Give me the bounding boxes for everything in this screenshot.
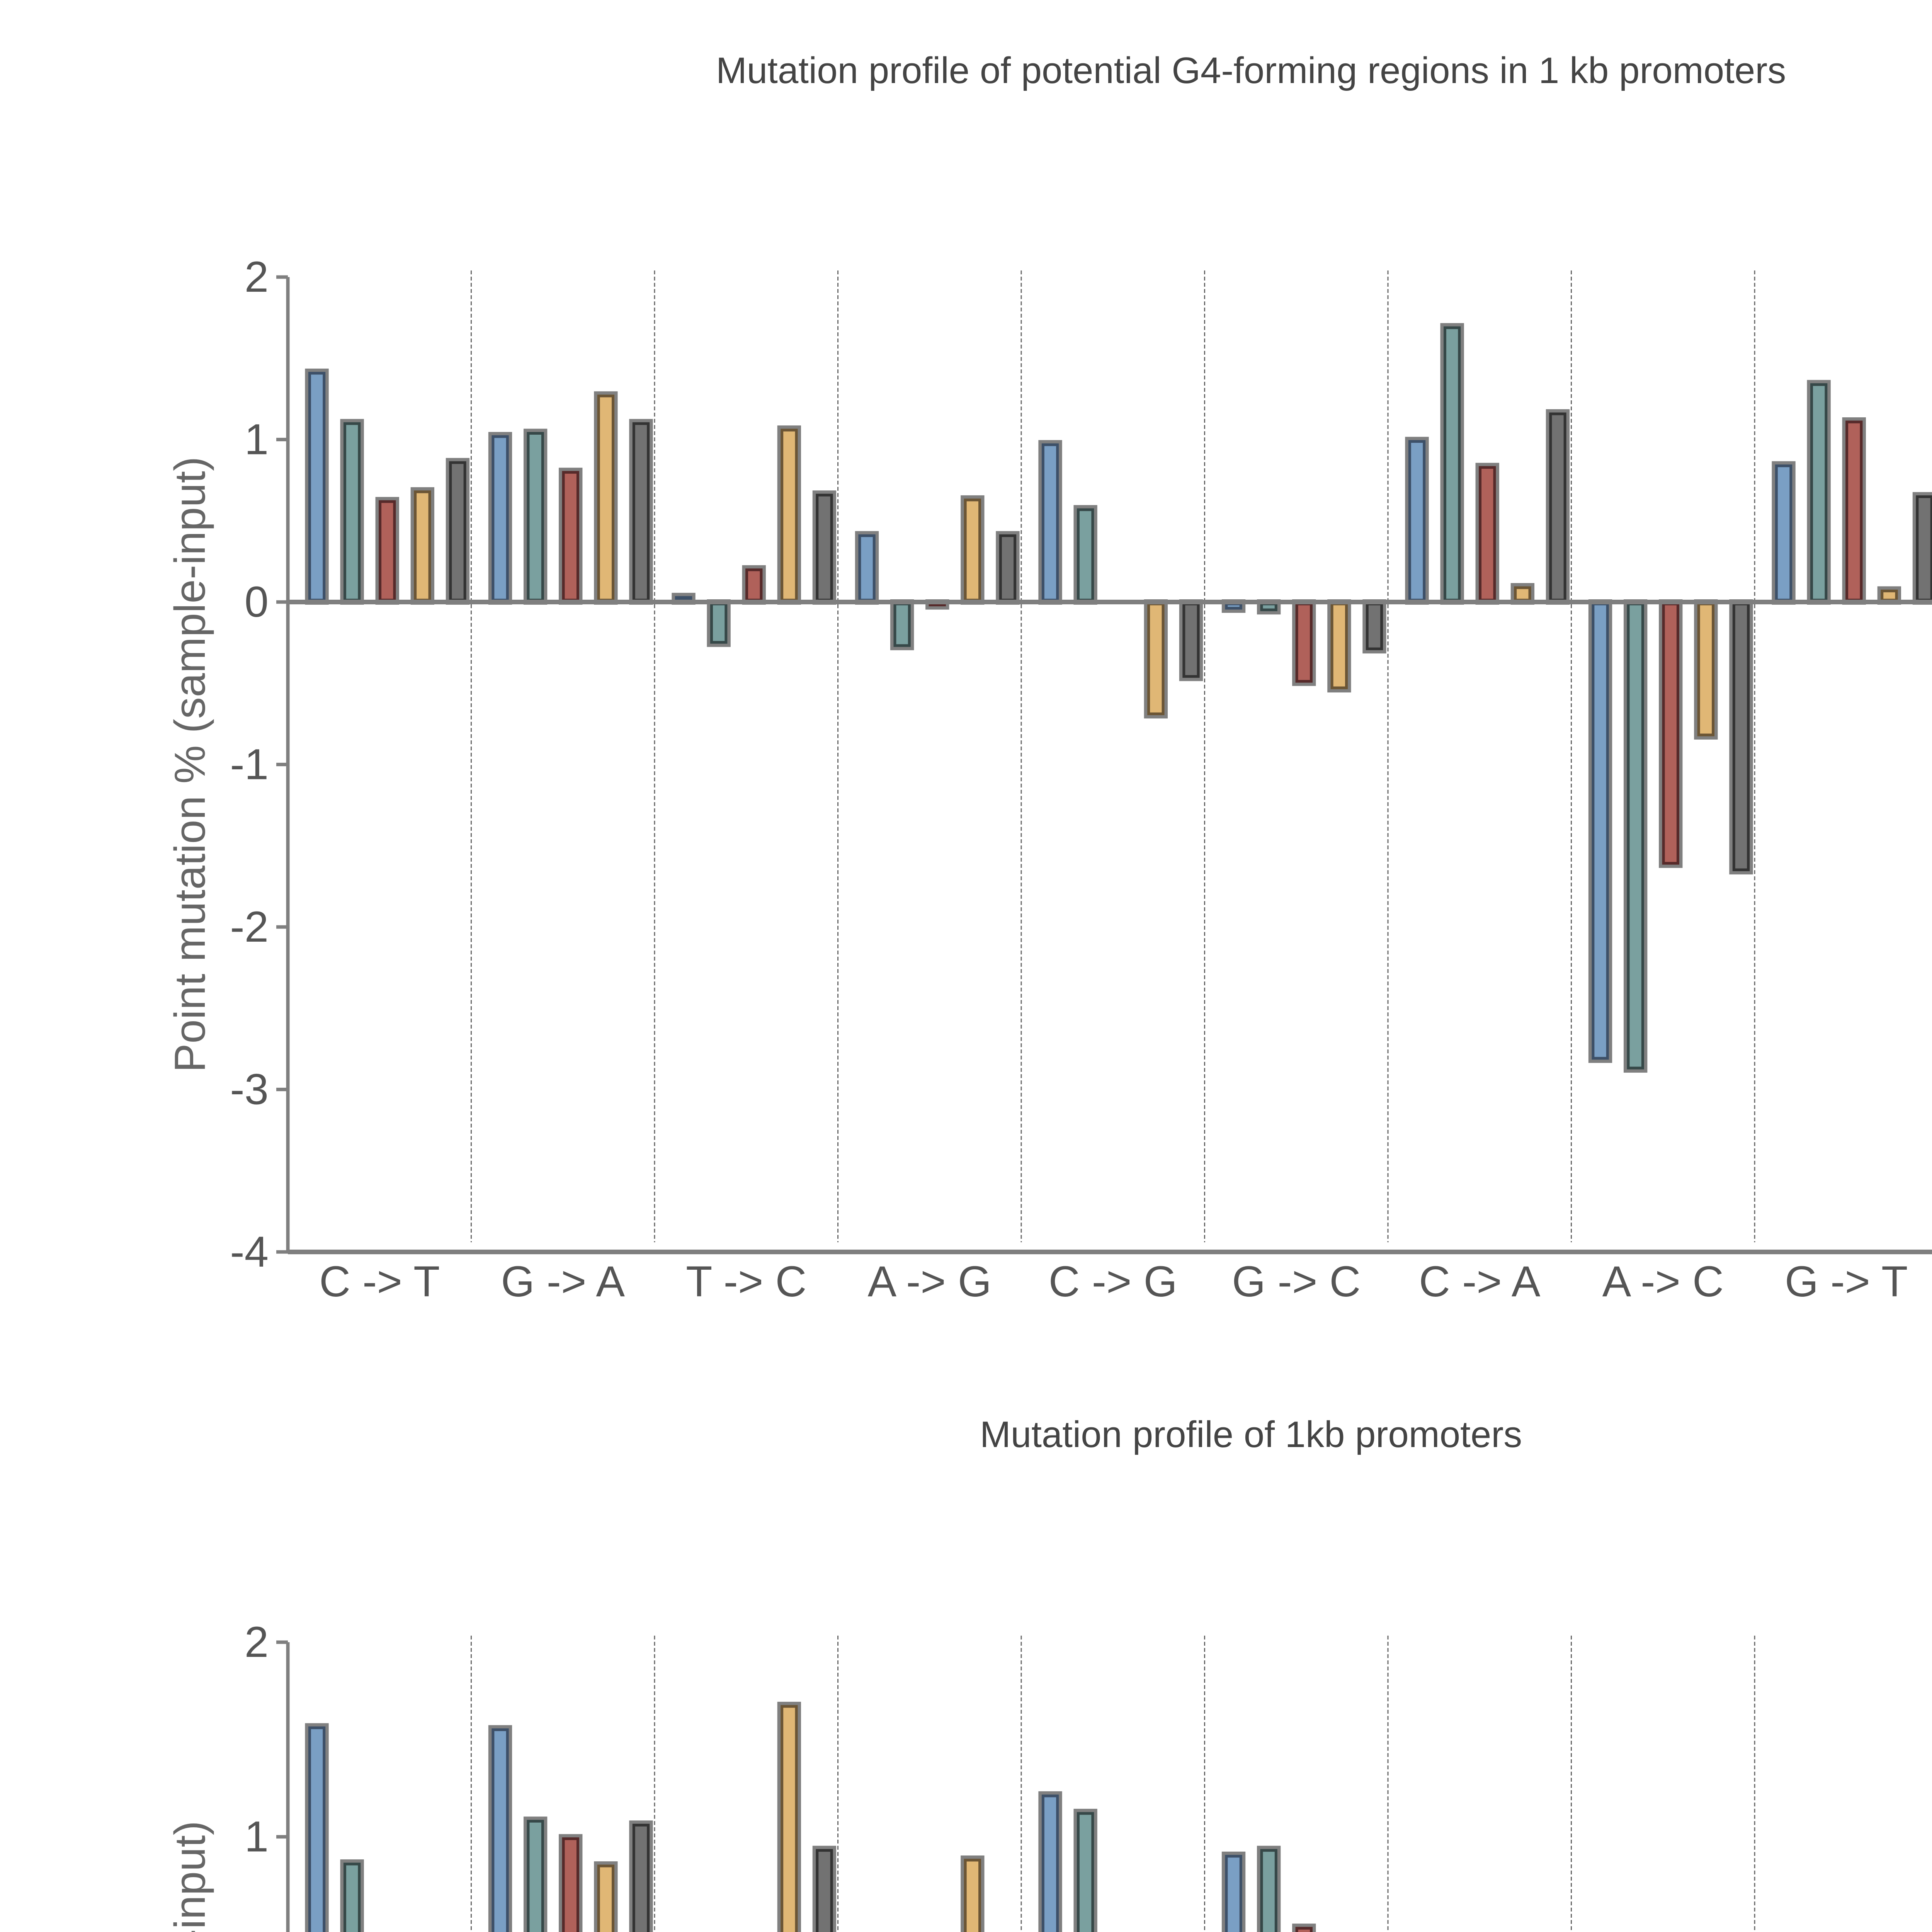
y-tick-label: 2: [245, 1618, 269, 1666]
bar-edge-ac-0: [343, 1862, 361, 1932]
bar-edge-hs-1: [597, 1864, 615, 1932]
chart-title: Mutation profile of 1kb promoters: [980, 1414, 1522, 1455]
bar-edge-gg-1: [562, 1837, 579, 1932]
y-tick-label: 1: [245, 415, 269, 464]
y-tick-label: 2: [245, 253, 269, 301]
bar-edge-hs-3: [964, 1859, 981, 1932]
y-axis-label: Point mutation % (sample-input): [166, 1821, 214, 1932]
x-tick-label: C -> G: [1049, 1257, 1177, 1306]
bar-edge-gg-5: [1295, 1927, 1313, 1932]
x-tick-label: G -> T: [1785, 1257, 1908, 1306]
x-tick-label: A -> G: [867, 1257, 992, 1306]
x-tick-label: A -> C: [1602, 1257, 1724, 1306]
bar-edge-ac-5: [1260, 1849, 1277, 1932]
y-axis-label: Point mutation % (sample-input): [166, 457, 214, 1073]
bar-edge-lc-5: [1225, 1855, 1242, 1932]
y-tick-label: -4: [230, 1228, 269, 1276]
chart-panel-2: Mutation profile of 1kb promoters Point m…: [166, 1414, 1755, 1932]
bar-edge-lc-4: [1041, 1794, 1059, 1932]
bar-edge-lc-2: [675, 596, 692, 602]
x-tick-label: C -> T: [319, 1257, 440, 1306]
bar-edge-lc-1: [492, 1728, 509, 1932]
bar-edge-hs-2: [781, 1705, 798, 1932]
x-tick-label: G -> A: [501, 1257, 625, 1306]
chart-title: Mutation profile of potential G4-forming…: [716, 50, 1786, 91]
x-tick-label: C -> A: [1419, 1257, 1541, 1306]
bar-edge-ac-4: [1077, 1812, 1094, 1932]
y-tick-label: -3: [230, 1065, 269, 1114]
y-tick-label: -1: [230, 740, 269, 789]
x-tick-label: T -> C: [686, 1257, 806, 1306]
y-tick-label: 0: [245, 578, 269, 626]
bar-edge-lc-0: [308, 1726, 326, 1932]
y-tick-label: 1: [245, 1813, 269, 1861]
y-tick-label: -2: [230, 903, 269, 951]
bar-edge-ev-2: [816, 1849, 833, 1932]
x-tick-label: G -> C: [1232, 1257, 1361, 1306]
bar-edge-ac-1: [527, 1820, 544, 1932]
bar-edge-ev-1: [632, 1823, 650, 1932]
chart-panel-1: Mutation profile of potential G4-forming…: [166, 50, 1932, 1306]
